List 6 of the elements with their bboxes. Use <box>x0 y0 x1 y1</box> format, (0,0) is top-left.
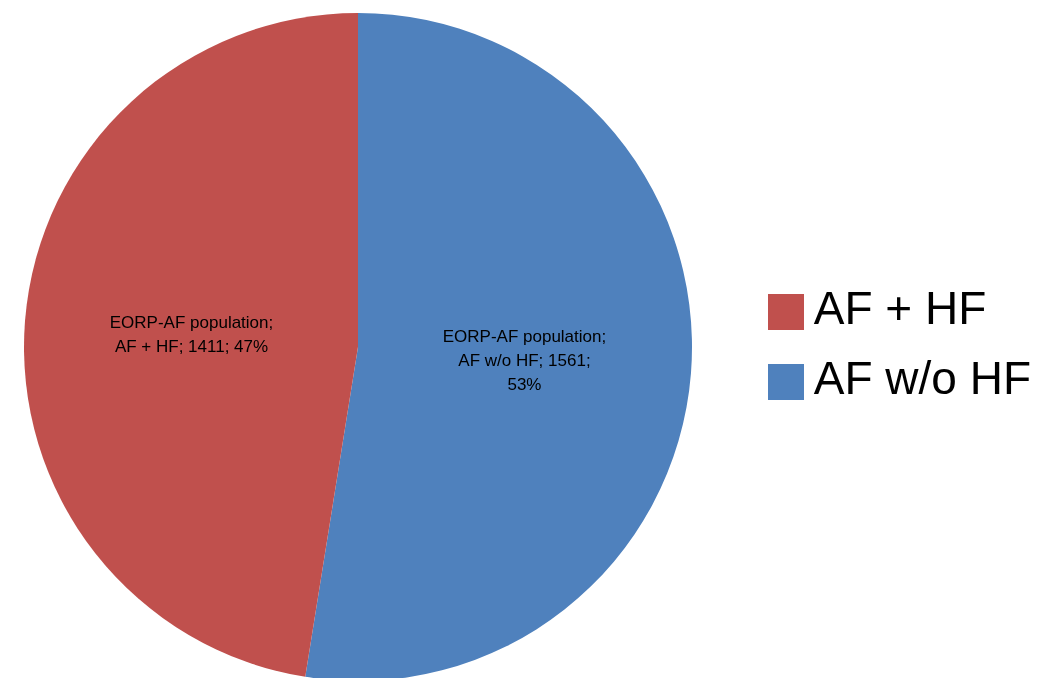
data-label: EORP-AF population; AF w/o HF; 1561; 53% <box>442 326 607 394</box>
legend-label: AF + HF <box>813 282 987 334</box>
pie-slice <box>305 13 692 678</box>
data-label: EORP-AF population; AF + HF; 1411; 47% <box>109 312 274 356</box>
pie-slice <box>24 13 358 677</box>
legend-label: AF w/o HF <box>813 352 1031 404</box>
